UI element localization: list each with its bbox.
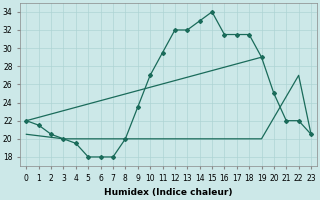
X-axis label: Humidex (Indice chaleur): Humidex (Indice chaleur) <box>104 188 233 197</box>
